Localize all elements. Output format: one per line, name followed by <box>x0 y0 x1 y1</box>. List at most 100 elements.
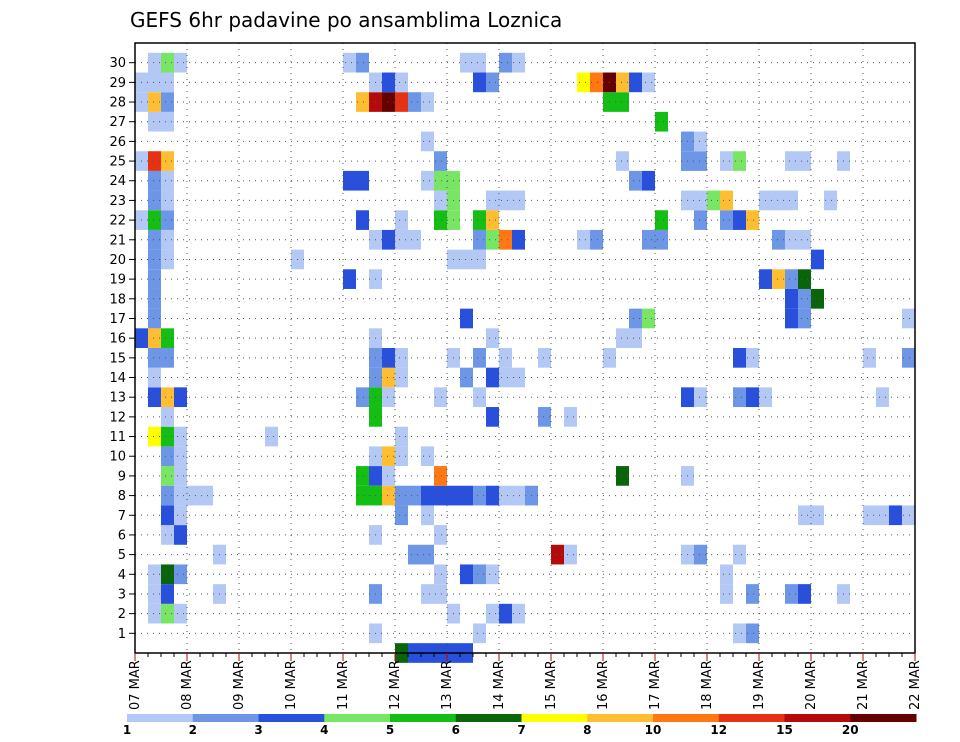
heatmap-cell <box>161 584 174 604</box>
heatmap-cell <box>538 407 551 427</box>
heatmap-cell <box>655 210 668 230</box>
heatmap-cell <box>889 505 902 526</box>
heatmap-cell <box>616 328 642 348</box>
x-tick-label: 18 MAR <box>700 660 715 710</box>
heatmap-cell <box>395 229 421 250</box>
heatmap-cell <box>395 446 408 467</box>
heatmap-cell <box>785 308 798 329</box>
heatmap-cell <box>538 348 551 368</box>
heatmap-cell <box>148 52 161 73</box>
heatmap-cell <box>629 72 642 93</box>
heatmap-cell <box>148 603 161 624</box>
heatmap-cell <box>382 485 395 506</box>
heatmap-cell <box>161 229 174 250</box>
heatmap-cell <box>577 229 590 250</box>
heatmap-cell <box>590 72 603 93</box>
heatmap-cell <box>174 426 187 447</box>
heatmap-cell <box>564 544 577 565</box>
heatmap-cell <box>174 52 187 73</box>
heatmap-cell <box>642 308 655 329</box>
heatmap-cell <box>499 229 512 250</box>
colorbar-swatch <box>850 714 917 722</box>
heatmap-cell <box>486 190 525 211</box>
heatmap-cell <box>733 348 746 368</box>
heatmap-cell <box>161 249 174 270</box>
heatmap-cell <box>499 367 525 388</box>
colorbar-swatch <box>587 714 654 722</box>
y-tick-label: 28 <box>109 96 126 111</box>
x-tick-label: 09 MAR <box>232 660 247 710</box>
colorbar-swatch <box>192 714 259 722</box>
heatmap-cell <box>421 170 434 191</box>
grid-lines <box>135 43 915 653</box>
heatmap-cell <box>512 52 525 73</box>
heatmap-cell <box>486 328 499 348</box>
colorbar-label: 20 <box>842 723 859 737</box>
heatmap-cell <box>174 446 187 467</box>
heatmap-cell <box>460 52 486 73</box>
plot-frame <box>134 42 916 654</box>
colorbar-swatch <box>521 714 588 722</box>
heatmap-cell <box>161 426 174 447</box>
heatmap-cell <box>694 544 707 565</box>
colorbar-label: 7 <box>517 723 525 737</box>
heatmap-cell <box>421 446 434 467</box>
y-tick-label: 26 <box>109 135 126 150</box>
heatmap-cell <box>395 92 408 112</box>
colorbar-swatch <box>455 714 522 722</box>
heatmap-cell <box>434 387 447 408</box>
heatmap-cell <box>499 52 512 73</box>
heatmap-cell <box>551 544 564 565</box>
colorbar-label: 8 <box>583 723 591 737</box>
colorbar-label: 15 <box>776 723 793 737</box>
heatmap-cell <box>343 269 356 289</box>
heatmap-cell <box>512 229 525 250</box>
heatmap-cell <box>161 525 174 545</box>
heatmap-cell <box>473 623 486 644</box>
y-tick-label: 10 <box>109 450 126 465</box>
heatmap-cell <box>694 387 707 408</box>
heatmap-cell <box>395 348 408 368</box>
heatmap-cell <box>499 485 525 506</box>
heatmap-cell <box>395 485 421 506</box>
heatmap-cell <box>473 348 486 368</box>
heatmap-cells <box>135 52 915 663</box>
heatmap-cell <box>720 564 733 585</box>
x-tick-label: 17 MAR <box>648 660 663 710</box>
colorbar-label: 12 <box>710 723 727 737</box>
heatmap-cell <box>720 190 733 211</box>
heatmap-cell <box>421 131 434 152</box>
heatmap-cell <box>733 544 746 565</box>
heatmap-cell <box>148 288 161 309</box>
heatmap-cell <box>148 367 161 388</box>
heatmap-cell <box>356 210 369 230</box>
y-tick-label: 1 <box>118 627 126 642</box>
heatmap-cell <box>811 288 824 309</box>
heatmap-cell <box>629 308 642 329</box>
heatmap-cell <box>746 623 759 644</box>
heatmap-cell <box>733 210 746 230</box>
heatmap-cell <box>434 151 447 171</box>
heatmap-cell <box>707 190 720 211</box>
heatmap-cell <box>395 505 408 526</box>
heatmap-cell <box>486 564 499 585</box>
heatmap-cell <box>499 603 512 624</box>
heatmap-cell <box>148 210 161 230</box>
y-tick-label: 15 <box>109 351 126 366</box>
heatmap-cell <box>161 485 174 506</box>
heatmap-cell <box>473 485 486 506</box>
y-tick-label: 22 <box>109 214 126 229</box>
x-tick-label: 08 MAR <box>180 660 195 710</box>
heatmap-cell <box>434 466 447 486</box>
chart-title: GEFS 6hr padavine po ansamblima Loznica <box>130 8 562 32</box>
heatmap-cell <box>356 92 369 112</box>
heatmap-cell <box>655 111 668 132</box>
heatmap-cell <box>694 131 707 152</box>
heatmap-cell <box>148 92 161 112</box>
heatmap-cell <box>720 151 733 171</box>
heatmap-cell <box>148 151 161 171</box>
heatmap-cell <box>148 564 161 585</box>
heatmap-cell <box>161 190 174 211</box>
y-tick-label: 27 <box>109 115 126 130</box>
heatmap-cell <box>382 229 395 250</box>
